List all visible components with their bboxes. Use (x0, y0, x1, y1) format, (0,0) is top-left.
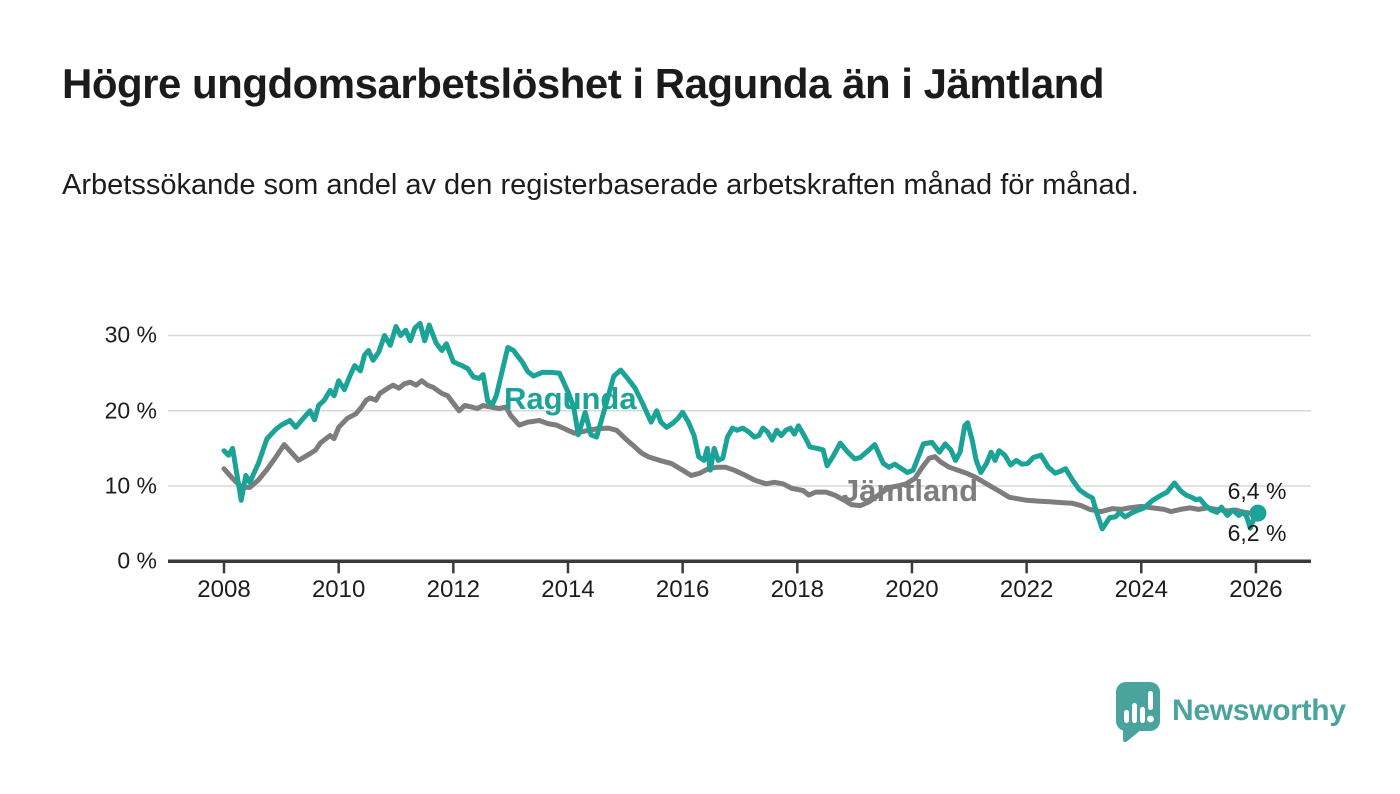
x-axis-tick-label: 2026 (1229, 576, 1283, 603)
x-axis-tick-label: 2008 (197, 576, 251, 603)
end-value-label-ragunda: 6,4 % (1227, 478, 1287, 504)
x-axis-tick-label: 2020 (885, 576, 939, 603)
page-title: Högre ungdomsarbetslöshet i Ragunda än i… (62, 60, 1105, 107)
end-value-label-jamtland: 6,2 % (1227, 520, 1287, 546)
y-axis-tick-label: 10 % (104, 472, 157, 499)
x-axis-tick-label: 2016 (655, 576, 710, 603)
line-ragunda (221, 320, 1259, 532)
y-axis-tick-label: 30 % (104, 321, 157, 348)
chart-subtitle: Arbetssökande som andel av den registerb… (62, 169, 1139, 201)
x-axis-tick-label: 2024 (1114, 576, 1168, 603)
x-axis-tick-label: 2018 (770, 576, 824, 603)
x-axis-tick-label: 2022 (999, 576, 1054, 603)
x-axis-tick-label: 2014 (541, 576, 595, 603)
y-axis-tick-label: 20 % (104, 397, 157, 424)
series-label-jamtland: Jämtland (842, 473, 979, 508)
series-label-ragunda: Ragunda (504, 381, 637, 416)
latest-value-dot (1249, 504, 1267, 522)
newsworthy-logo-text: Newsworthy (1172, 694, 1346, 727)
y-axis-tick-label: 0 % (117, 547, 157, 574)
newsworthy-branding: Newsworthy (1115, 681, 1346, 749)
newsworthy-logo-icon (1115, 681, 1161, 749)
line-jämtland (221, 378, 1259, 518)
x-axis-tick-label: 2010 (311, 576, 366, 603)
x-axis-tick-label: 2012 (426, 576, 480, 603)
